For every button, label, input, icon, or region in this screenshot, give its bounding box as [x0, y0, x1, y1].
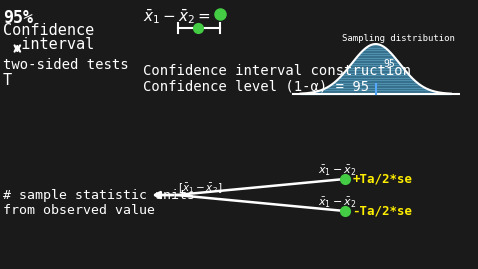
Text: $\bar{x}_1 - \bar{x}_2$: $\bar{x}_1 - \bar{x}_2$ — [318, 196, 357, 210]
Text: $[\bar{x}_1 - \bar{x}_2]$: $[\bar{x}_1 - \bar{x}_2]$ — [178, 181, 223, 195]
Text: 95%: 95% — [3, 9, 33, 27]
Text: $\bar{x}_1 - \bar{x}_2$: $\bar{x}_1 - \bar{x}_2$ — [318, 164, 357, 178]
Text: -Ta/2*se: -Ta/2*se — [353, 204, 413, 217]
Text: Confidence: Confidence — [3, 23, 94, 38]
Text: T: T — [3, 73, 12, 88]
Text: Sampling distribution: Sampling distribution — [342, 34, 455, 43]
Text: # sample statistic units: # sample statistic units — [3, 189, 195, 202]
Text: $\bar{x}_1 - \bar{x}_2 =$: $\bar{x}_1 - \bar{x}_2 =$ — [142, 7, 211, 26]
Text: +Ta/2*se: +Ta/2*se — [353, 172, 413, 185]
Text: Confidence level (1-α) = 95: Confidence level (1-α) = 95 — [142, 79, 369, 93]
Text: from observed value: from observed value — [3, 204, 155, 217]
Text: interval: interval — [3, 37, 94, 52]
Text: 95: 95 — [383, 59, 395, 69]
Text: Confidence interval construction: Confidence interval construction — [142, 64, 411, 78]
Text: two-sided tests: two-sided tests — [3, 58, 129, 72]
